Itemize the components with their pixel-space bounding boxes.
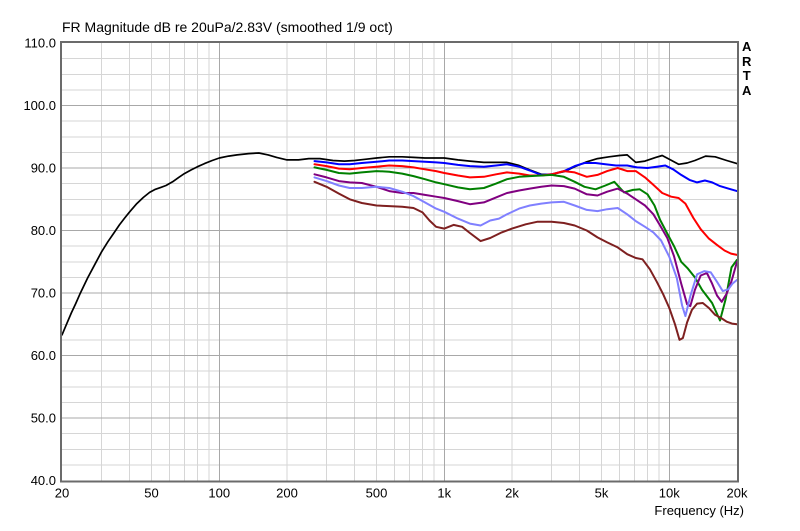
y-tick-label: 90.0 <box>31 161 56 176</box>
x-tick-label: 500 <box>366 486 388 501</box>
y-tick-label: 60.0 <box>31 348 56 363</box>
curve-red <box>313 163 738 256</box>
curve-black <box>61 152 738 336</box>
y-tick-label: 40.0 <box>31 473 56 488</box>
x-tick-label: 1k <box>437 486 451 501</box>
x-axis-label: Frequency (Hz) <box>654 503 744 518</box>
plot-border <box>60 41 739 483</box>
x-tick-label: 10k <box>659 486 680 501</box>
x-tick-label: 20 <box>55 486 69 501</box>
x-tick-label: 200 <box>276 486 298 501</box>
chart-title: FR Magnitude dB re 20uPa/2.83V (smoothed… <box>62 19 393 35</box>
y-tick-label: 50.0 <box>31 411 56 426</box>
y-tick-label: 110.0 <box>24 36 56 51</box>
arta-logo-text: A R T A <box>742 39 752 98</box>
x-tick-label: 100 <box>208 486 230 501</box>
curve-lavender <box>313 176 738 318</box>
curves-group <box>61 152 738 341</box>
curve-maroon <box>313 180 738 341</box>
x-tick-label: 20k <box>727 486 748 501</box>
x-tick-label: 50 <box>144 486 158 501</box>
y-tick-label: 80.0 <box>31 223 56 238</box>
y-tick-label: 100.0 <box>23 98 56 113</box>
x-tick-label: 2k <box>505 486 519 501</box>
y-tick-label: 70.0 <box>31 286 56 301</box>
x-tick-label: 5k <box>595 486 609 501</box>
curve-green <box>313 166 738 322</box>
